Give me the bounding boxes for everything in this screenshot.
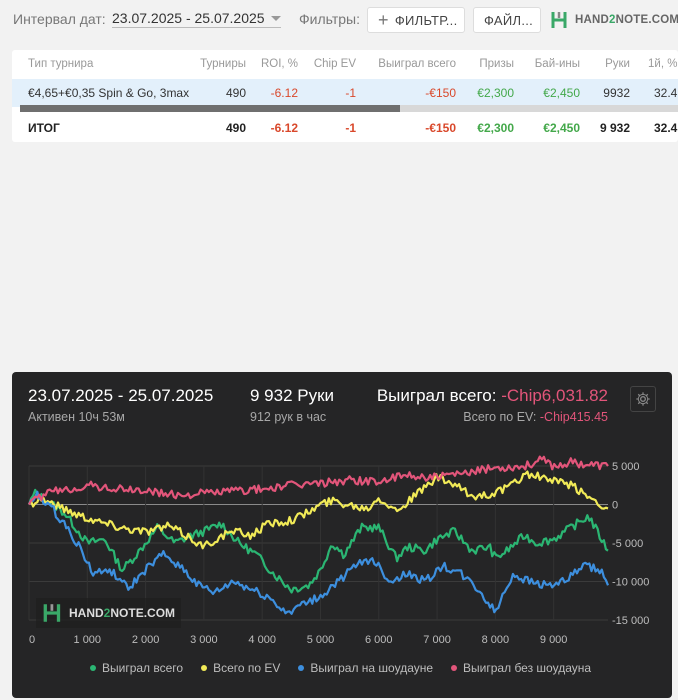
scrollbar-thumb[interactable] <box>20 105 400 112</box>
column-header-tournaments[interactable]: Турниры <box>200 58 246 70</box>
add-filter-label: ФИЛЬТР... <box>394 12 458 28</box>
total-first-place: 32.4 <box>654 121 678 135</box>
column-header-first-place[interactable]: 1й, % <box>648 58 678 70</box>
x-tick-label: 6 000 <box>365 634 393 646</box>
y-tick-label: 5 000 <box>612 461 640 473</box>
column-header-buyins[interactable]: Бай-ины <box>534 58 580 70</box>
x-tick-label: 4 000 <box>248 634 276 646</box>
won-total-label: Выиграл всего: <box>376 386 497 405</box>
add-filter-button[interactable]: + ФИЛЬТР... <box>367 7 465 33</box>
total-chip-ev: -1 <box>345 121 356 135</box>
file-button-label: ФАЙЛ... <box>484 12 534 28</box>
cell-type: €4,65+€0,35 Spin & Go, 3max <box>28 86 190 100</box>
y-tick-label: -10 000 <box>612 577 649 589</box>
legend-swatch <box>451 665 458 671</box>
total-buyins: €2,450 <box>543 121 580 135</box>
won-total-value: -Chip6,031.82 <box>501 386 608 405</box>
results-line-chart: 5 000 0 -5 000 -10 000 -15 000 0 1 000 2 000 3 … <box>27 455 649 646</box>
total-label: ИТОГ <box>28 121 60 135</box>
y-axis-ticks: 5 000 0 -5 000 -10 000 -15 000 <box>612 461 649 627</box>
column-header-won-total[interactable]: Выиграл всего <box>378 58 456 70</box>
total-won: -€150 <box>425 121 456 135</box>
legend-item-won-total[interactable]: Выиграл всего <box>90 661 183 675</box>
date-range-value: 23.07.2025 - 25.07.2025 <box>112 10 265 26</box>
column-header-hands[interactable]: Руки <box>605 58 630 70</box>
table-row[interactable]: €4,65+€0,35 Spin & Go, 3max 490 -6.12 -1… <box>12 79 678 107</box>
chart-series <box>27 455 610 615</box>
series-line <box>27 488 609 594</box>
total-tournaments: 490 <box>225 121 246 135</box>
series-line <box>28 455 609 506</box>
tournament-table: Тип турнира Турниры ROI, % Chip EV Выигр… <box>12 50 678 142</box>
legend-swatch <box>298 665 305 671</box>
hand2note-logo: HAND2NOTE.COM <box>550 10 678 30</box>
x-tick-label: 3 000 <box>190 634 218 646</box>
series-line <box>27 490 610 615</box>
x-axis-ticks: 0 1 000 2 000 3 000 4 000 5 000 6 000 7 000 8 00… <box>29 634 567 646</box>
date-range-select[interactable]: 23.07.2025 - 25.07.2025 <box>112 10 281 28</box>
plus-icon: + <box>378 10 389 30</box>
hand2note-watermark-icon <box>43 604 61 622</box>
cell-hands: 9932 <box>603 86 630 100</box>
x-tick-label: 1 000 <box>74 634 102 646</box>
graph-hands-count: 9 932 Руки <box>250 386 335 405</box>
cell-roi: -6.12 <box>270 86 298 100</box>
column-header-roi[interactable]: ROI, % <box>260 58 298 70</box>
table-total-row: ИТОГ 490 -6.12 -1 -€150 €2,300 €2,450 9 … <box>12 114 678 142</box>
cell-buyins: €2,450 <box>543 86 580 100</box>
cell-tournaments: 490 <box>225 86 246 100</box>
graph-settings-button[interactable] <box>630 386 656 412</box>
total-roi: -6.12 <box>270 121 298 135</box>
graph-active-time: Активен 10ч 53м <box>28 410 125 424</box>
column-header-prizes[interactable]: Призы <box>479 58 514 70</box>
file-button[interactable]: ФАЙЛ... <box>473 7 541 33</box>
cell-prizes: €2,300 <box>477 86 514 100</box>
x-tick-label: 7 000 <box>423 634 451 646</box>
hand2note-logo-icon <box>551 12 567 28</box>
hand2note-watermark: HAND2NOTE.COM <box>36 598 182 628</box>
total-prizes: €2,300 <box>477 121 514 135</box>
y-tick-label: -15 000 <box>612 615 649 627</box>
results-graph-panel: 23.07.2025 - 25.07.2025 Активен 10ч 53м … <box>12 372 672 698</box>
cell-won-total: -€150 <box>425 86 456 100</box>
horizontal-scrollbar[interactable] <box>20 105 678 112</box>
graph-ev-total: Всего по EV: -Chip415.45 <box>463 410 608 424</box>
x-tick-label: 2 000 <box>132 634 160 646</box>
graph-date-range: 23.07.2025 - 25.07.2025 <box>28 386 214 405</box>
chevron-down-icon <box>270 15 281 21</box>
column-header-chip-ev[interactable]: Chip EV <box>313 58 356 70</box>
cell-first-place: 32.4 <box>654 86 678 100</box>
legend-swatch <box>201 665 208 671</box>
x-tick-label: 5 000 <box>307 634 335 646</box>
legend-item-showdown[interactable]: Выиграл на шоудауне <box>298 661 433 675</box>
legend-swatch <box>90 665 96 671</box>
date-interval-label: Интервал дат: <box>13 11 106 27</box>
ev-total-value: -Chip415.45 <box>539 410 608 424</box>
gear-icon <box>636 392 650 406</box>
legend-item-ev-total[interactable]: Всего по EV <box>201 661 280 675</box>
table-header: Тип турнира Турниры ROI, % Chip EV Выигр… <box>12 50 678 78</box>
graph-hands-rate: 912 рук в час <box>250 410 327 424</box>
y-tick-label: -5 000 <box>612 538 643 550</box>
series-line <box>28 470 609 550</box>
y-tick-label: 0 <box>612 500 618 512</box>
filters-label: Фильтры: <box>299 11 360 27</box>
ev-total-label: Всего по EV: <box>463 410 537 424</box>
x-tick-label: 8 000 <box>482 634 510 646</box>
filter-bar: Интервал дат: 23.07.2025 - 25.07.2025 Фи… <box>0 0 678 40</box>
total-hands: 9 932 <box>599 121 630 135</box>
column-header-type[interactable]: Тип турнира <box>28 58 94 70</box>
graph-won-total: Выиграл всего: -Chip6,031.82 <box>377 386 608 406</box>
legend-item-non-showdown[interactable]: Выиграл без шоудауна <box>451 661 591 675</box>
cell-chip-ev: -1 <box>345 86 356 100</box>
x-tick-label: 0 <box>29 634 35 646</box>
chart-legend: Выиграл всего Всего по EV Выиграл на шоу… <box>90 661 591 675</box>
x-tick-label: 9 000 <box>540 634 568 646</box>
